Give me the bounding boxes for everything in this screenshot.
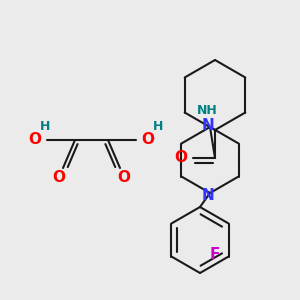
Text: F: F (209, 247, 220, 262)
Text: N: N (202, 188, 214, 202)
Text: O: O (28, 133, 41, 148)
Text: O: O (142, 133, 154, 148)
Text: H: H (40, 119, 50, 133)
Text: O: O (118, 170, 130, 185)
Text: O: O (52, 170, 65, 185)
Text: H: H (153, 119, 163, 133)
Text: N: N (202, 118, 214, 133)
Text: O: O (175, 149, 188, 164)
Text: NH: NH (197, 104, 218, 117)
